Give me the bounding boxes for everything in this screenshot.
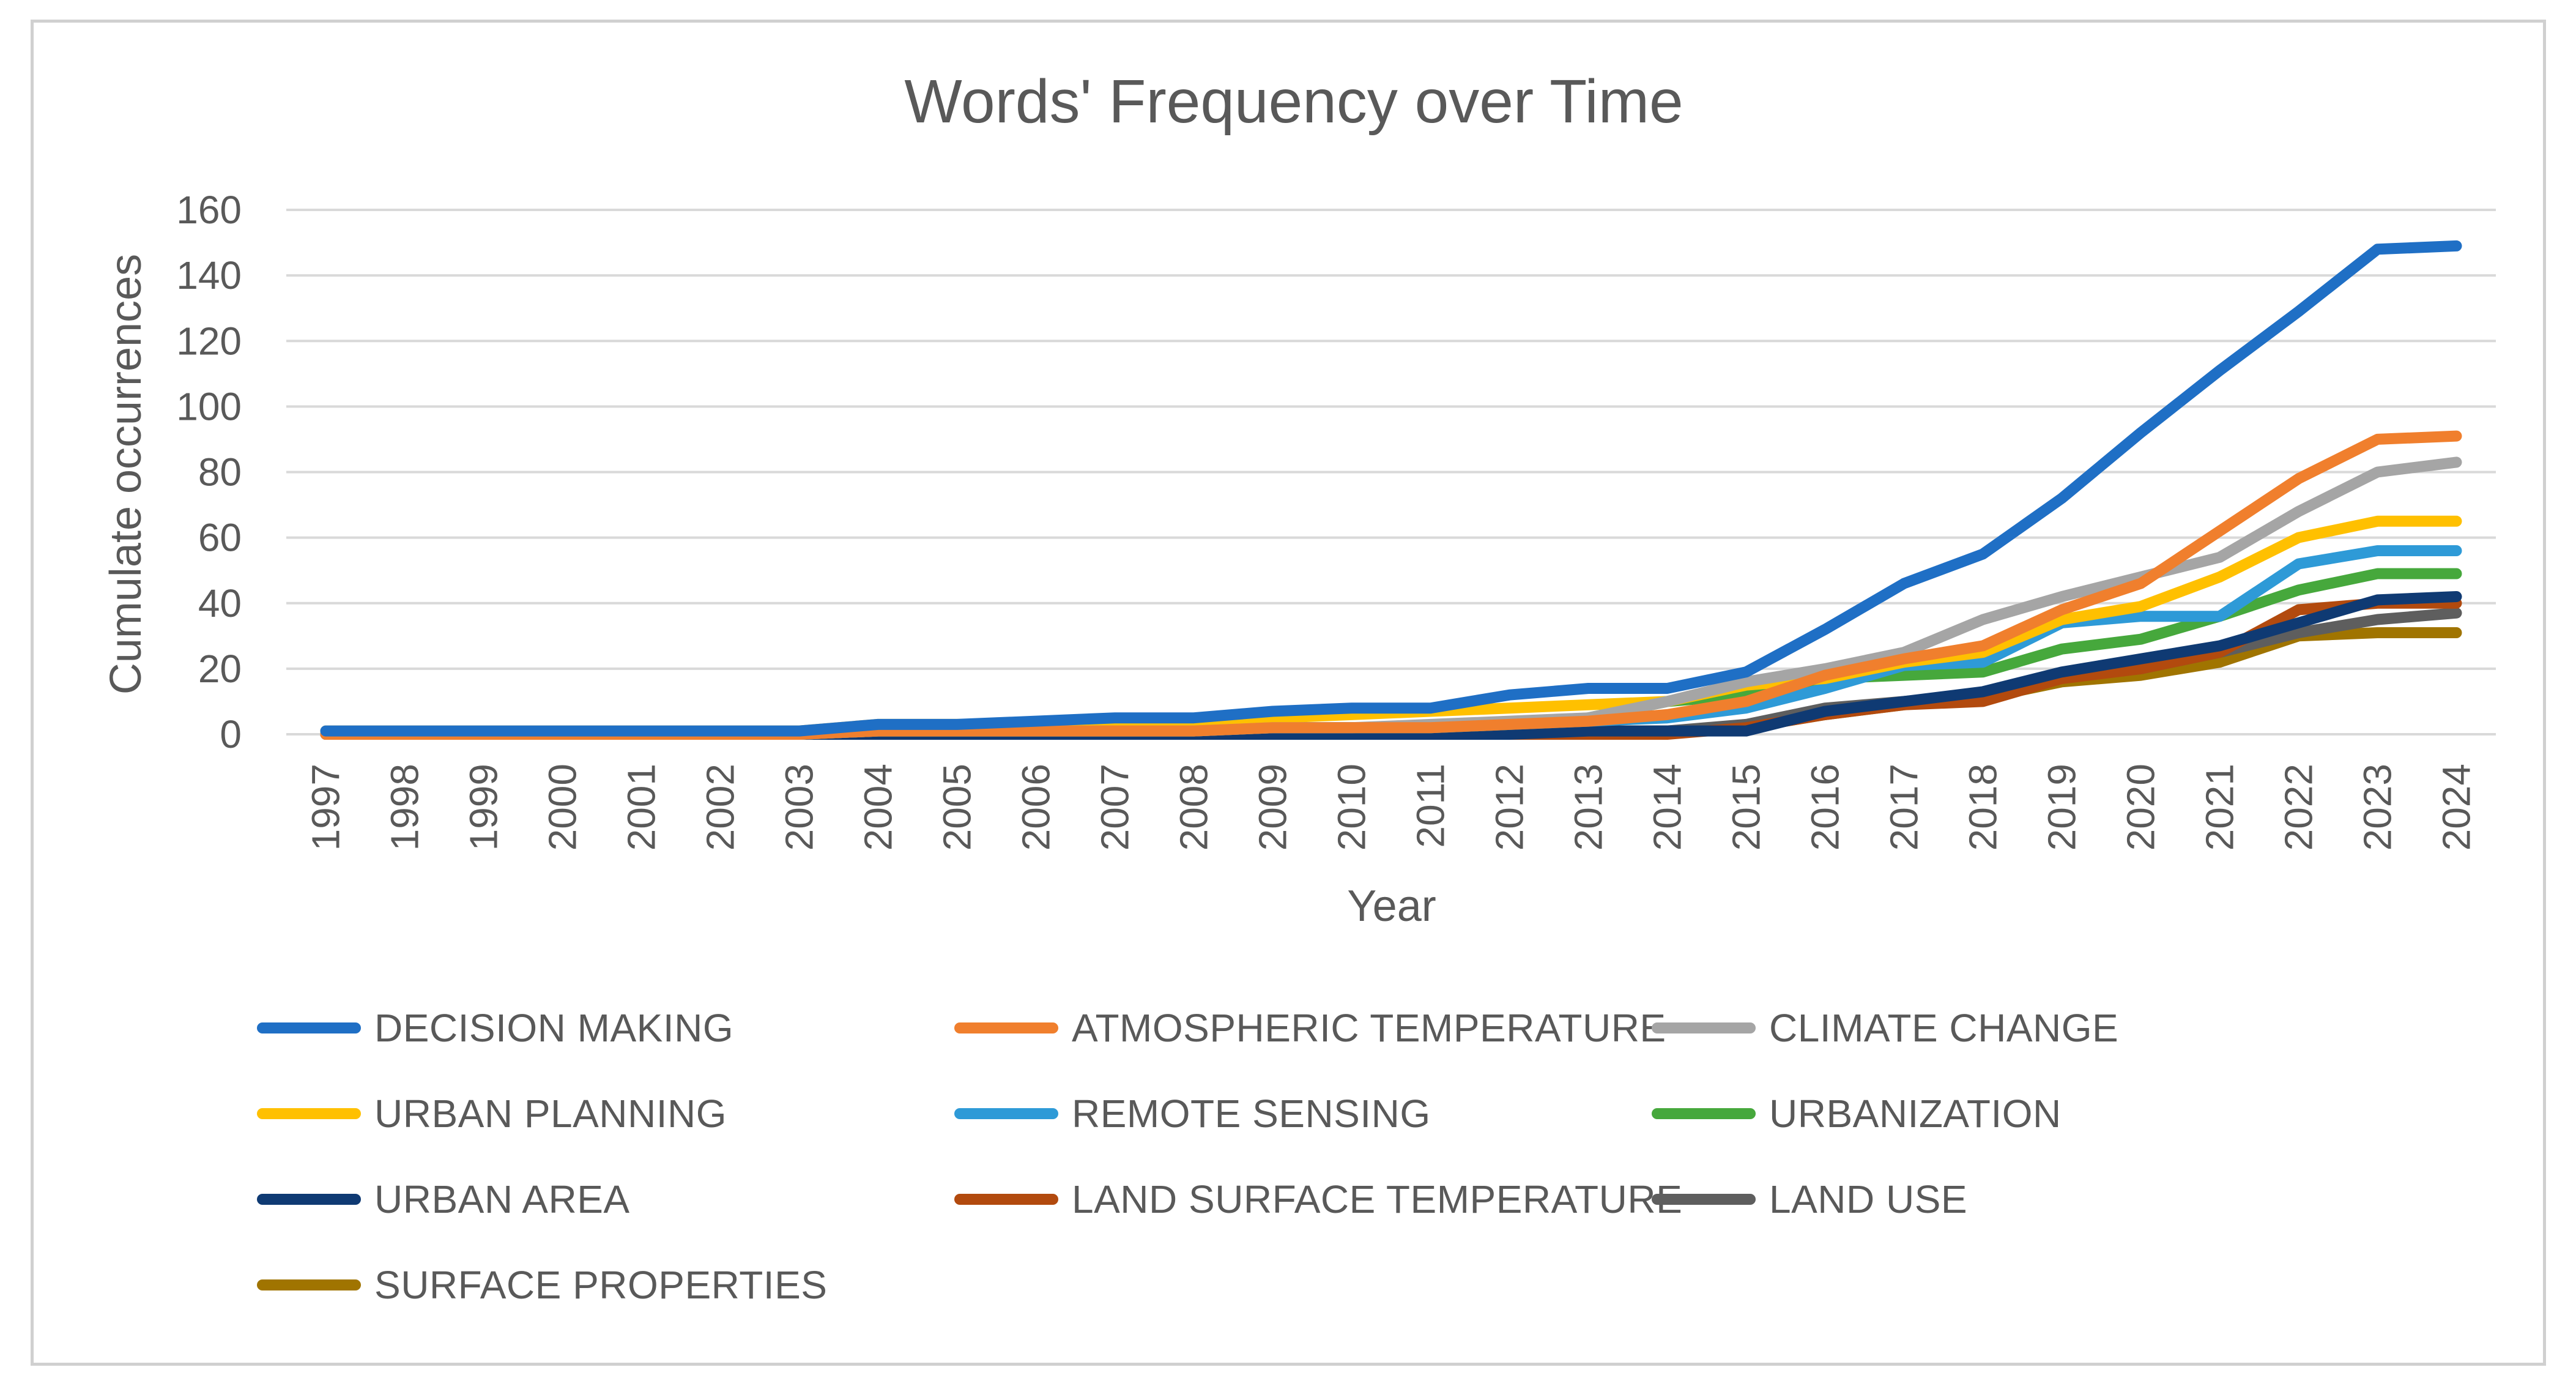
legend-swatch [257, 1194, 361, 1205]
y-tick-label: 160 [176, 188, 242, 232]
y-tick-label: 140 [176, 253, 242, 297]
x-tick-label: 2021 [2198, 764, 2242, 851]
series-line-climate-change [320, 456, 2462, 740]
x-tick-label: 2013 [1567, 764, 1611, 851]
chart-title: Words' Frequency over Time [904, 67, 1683, 136]
series-line-surface-properties [320, 627, 2462, 740]
legend-swatch [1652, 1194, 1756, 1205]
y-tick-label: 20 [198, 647, 242, 691]
legend-swatch [954, 1022, 1058, 1033]
x-tick-label: 2004 [856, 764, 900, 851]
x-tick-label: 2022 [2277, 764, 2321, 851]
legend-label: SURFACE PROPERTIES [374, 1263, 828, 1307]
legend-item: LAND USE [1652, 1175, 1967, 1224]
y-tick-label: 40 [198, 581, 242, 625]
legend-label: CLIMATE CHANGE [1769, 1006, 2119, 1050]
x-tick-label: 2023 [2356, 764, 2400, 851]
series-lines [320, 240, 2462, 740]
legend-item: URBAN AREA [257, 1175, 630, 1224]
legend-swatch [257, 1279, 361, 1290]
x-tick-label: 2019 [2040, 764, 2084, 851]
x-tick-label: 2000 [541, 764, 585, 851]
legend-label: URBAN AREA [374, 1177, 630, 1221]
legend-item: URBANIZATION [1652, 1089, 2062, 1138]
x-tick-label: 2017 [1882, 764, 1926, 851]
legend-label: LAND SURFACE TEMPERATURE [1072, 1177, 1683, 1221]
y-tick-label: 120 [176, 319, 242, 363]
legend-swatch [257, 1022, 361, 1033]
legend-swatch [257, 1108, 361, 1119]
x-tick-label: 2005 [935, 764, 979, 851]
y-axis-ticks: 0 20 40 60 80 100 120 140 160 [176, 188, 242, 756]
legend-label: LAND USE [1769, 1177, 1968, 1221]
x-tick-label: 2020 [2119, 764, 2163, 851]
x-axis-ticks: 1997 1998 1999 2000 2001 2002 2003 2004 2005 2006… [304, 764, 2479, 851]
x-tick-label: 2011 [1409, 764, 1453, 848]
chart-frame [31, 20, 2546, 1366]
legend-label: URBANIZATION [1769, 1092, 2062, 1136]
legend-item: ATMOSPHERIC TEMPERATURE [954, 1004, 1666, 1052]
legend-swatch [954, 1108, 1058, 1119]
legend-item: SURFACE PROPERTIES [257, 1261, 827, 1309]
x-tick-label: 2001 [620, 764, 664, 851]
legend-label: URBAN PLANNING [374, 1092, 727, 1136]
legend-item: URBAN PLANNING [257, 1089, 727, 1138]
series-line-decision-making [320, 240, 2462, 737]
x-tick-label: 1999 [462, 764, 506, 851]
x-tick-label: 2006 [1014, 764, 1058, 851]
legend-item: DECISION MAKING [257, 1004, 733, 1052]
legend-item: CLIMATE CHANGE [1652, 1004, 2118, 1052]
legend-swatch [1652, 1022, 1756, 1033]
y-tick-label: 100 [176, 384, 242, 428]
x-axis-label: Year [1347, 882, 1436, 931]
x-tick-label: 1998 [383, 764, 427, 851]
y-tick-label: 80 [198, 450, 242, 494]
legend-swatch [1652, 1108, 1756, 1119]
x-tick-label: 2008 [1172, 764, 1216, 851]
legend-label: REMOTE SENSING [1072, 1092, 1431, 1136]
y-tick-label: 60 [198, 516, 242, 560]
series-line-atmospheric-temperature [320, 430, 2462, 740]
legend-item: LAND SURFACE TEMPERATURE [954, 1175, 1682, 1224]
legend-swatch [954, 1194, 1058, 1205]
x-tick-label: 2002 [699, 764, 743, 851]
x-tick-label: 2012 [1488, 764, 1532, 851]
x-tick-label: 2003 [778, 764, 822, 851]
y-axis-label: Cumulate occurrences [102, 254, 150, 694]
x-tick-label: 2014 [1646, 764, 1690, 851]
legend-item: REMOTE SENSING [954, 1089, 1431, 1138]
legend-label: DECISION MAKING [374, 1006, 734, 1050]
x-tick-label: 2024 [2435, 764, 2479, 851]
x-tick-label: 2016 [1803, 764, 1847, 851]
legend-label: ATMOSPHERIC TEMPERATURE [1072, 1006, 1666, 1050]
series-line-urban-planning [320, 515, 2462, 737]
x-tick-label: 2015 [1724, 764, 1769, 851]
x-tick-label: 2007 [1093, 764, 1137, 851]
x-tick-label: 2018 [1961, 764, 2005, 851]
x-tick-label: 2009 [1251, 764, 1295, 851]
y-tick-label: 0 [220, 712, 242, 756]
x-tick-label: 2010 [1330, 764, 1374, 851]
x-tick-label: 1997 [304, 764, 348, 851]
